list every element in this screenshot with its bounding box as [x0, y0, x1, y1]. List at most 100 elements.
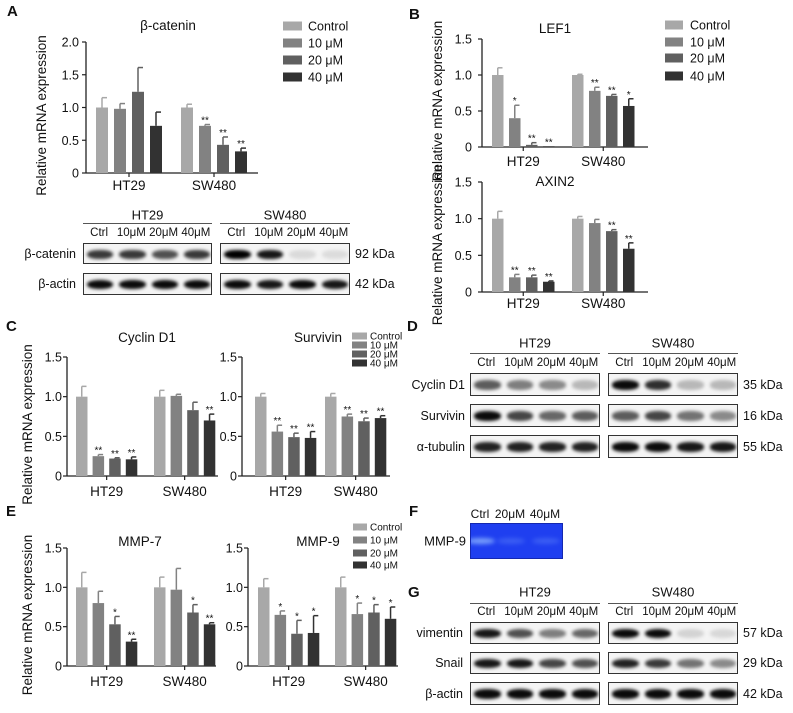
panel-label-g: G — [408, 584, 420, 601]
protein-band — [539, 659, 566, 669]
protein-band — [644, 442, 671, 453]
group-divider — [83, 223, 212, 224]
protein-band — [612, 629, 639, 639]
significance-marker: ** — [128, 448, 136, 459]
blot-strip — [608, 373, 738, 396]
chart-title: MMP-9 — [296, 534, 340, 549]
significance-marker: ** — [237, 139, 245, 150]
protein-band — [677, 442, 704, 453]
panel-label-f: F — [409, 503, 419, 520]
protein-band — [539, 442, 566, 453]
panel-label-d: D — [407, 318, 418, 335]
y-tick-label: 1.0 — [45, 581, 62, 595]
chart-cyclin-d1: 0 0.5 1.0 1.5 Cyclin D1 Relative mRNA express… — [20, 330, 218, 505]
chart-title: LEF1 — [539, 21, 571, 36]
y-tick-label: 0.5 — [45, 430, 62, 444]
bar — [492, 218, 504, 292]
legend-label: 10 μM — [690, 36, 725, 50]
category-label: HT29 — [269, 484, 302, 499]
legend-swatch — [352, 350, 367, 358]
significance-marker: * — [191, 596, 195, 607]
legend-label: Control — [308, 20, 348, 34]
protein-band — [474, 629, 501, 639]
protein-band — [571, 689, 598, 700]
chart-title: Survivin — [294, 330, 342, 345]
protein-band — [644, 629, 671, 639]
lane-label: Ctrl — [615, 357, 634, 369]
lane-label: 40μM — [707, 357, 737, 369]
lane-label: 20μM — [536, 606, 566, 618]
legend-label: 40 μM — [308, 71, 343, 85]
bar — [181, 107, 193, 173]
y-tick-label: 1.0 — [62, 101, 79, 115]
significance-marker: * — [295, 611, 299, 622]
protein-band — [644, 411, 671, 422]
cell-line-header: HT29 — [519, 335, 551, 351]
significance-marker: ** — [343, 405, 351, 416]
protein-band — [506, 659, 533, 669]
cell-line-header: SW480 — [263, 207, 307, 223]
blot-strip — [83, 243, 212, 264]
category-label: HT29 — [112, 178, 145, 193]
blot-strip — [608, 435, 738, 458]
legend-label: 10 μM — [370, 341, 398, 352]
significance-marker: ** — [290, 424, 298, 435]
protein-band — [644, 689, 671, 700]
lane-label: 40μM — [707, 606, 737, 618]
cell-line-header: HT29 — [519, 584, 551, 600]
lane-label: Ctrl — [227, 227, 246, 239]
lane-label: 20μM — [674, 606, 704, 618]
protein-band — [506, 380, 533, 391]
chart-title: AXIN2 — [535, 174, 574, 189]
protein-label: Cyclin D1 — [411, 377, 466, 392]
bar — [572, 75, 584, 147]
chart-title: Cyclin D1 — [118, 330, 176, 345]
significance-marker: ** — [360, 409, 368, 420]
y-tick-label: 1.5 — [45, 542, 62, 556]
bar — [199, 125, 211, 173]
category-label: HT29 — [507, 154, 540, 169]
legend-swatch — [283, 21, 302, 31]
bar — [96, 107, 108, 173]
blot-strip — [470, 404, 600, 427]
lane-label: 10μM — [642, 357, 672, 369]
significance-marker: ** — [307, 423, 315, 434]
protein-band — [612, 411, 639, 422]
y-tick-label: 1.0 — [220, 390, 237, 404]
bar — [589, 223, 601, 292]
y-tick-label: 1.5 — [455, 33, 472, 47]
significance-marker: ** — [591, 78, 599, 89]
protein-band — [539, 689, 566, 700]
protein-band — [151, 280, 178, 290]
lane-label: 20μM — [536, 357, 566, 369]
legend-swatch — [353, 561, 367, 569]
significance-marker: * — [355, 594, 359, 605]
bar — [274, 614, 287, 666]
protein-band — [183, 280, 210, 290]
significance-marker: ** — [377, 407, 385, 418]
bar — [132, 91, 144, 173]
blot-strip — [608, 404, 738, 427]
y-tick-label: 2.0 — [62, 36, 79, 50]
chart-title: β-catenin — [140, 18, 196, 33]
blot-strip — [608, 622, 738, 644]
blot-strip — [470, 373, 600, 396]
significance-marker: ** — [206, 614, 214, 625]
protein-band — [612, 442, 639, 453]
legend-label: 40 μM — [370, 359, 398, 370]
bar — [170, 589, 183, 666]
chart-mmp-9: 0 0.5 1.0 1.5 MMP-9 HT29 * * * SW480 * * * — [226, 534, 398, 689]
significance-marker: * — [113, 607, 117, 618]
protein-band — [474, 442, 501, 453]
bar — [170, 395, 183, 476]
panel-label-c: C — [6, 318, 17, 335]
bar — [203, 420, 216, 476]
bar — [203, 624, 216, 666]
bar — [288, 437, 300, 476]
significance-marker: ** — [273, 416, 281, 427]
bar — [623, 105, 635, 147]
lane-label: 10μM — [504, 606, 534, 618]
y-tick-label: 0 — [55, 660, 62, 674]
significance-marker: ** — [128, 630, 136, 641]
